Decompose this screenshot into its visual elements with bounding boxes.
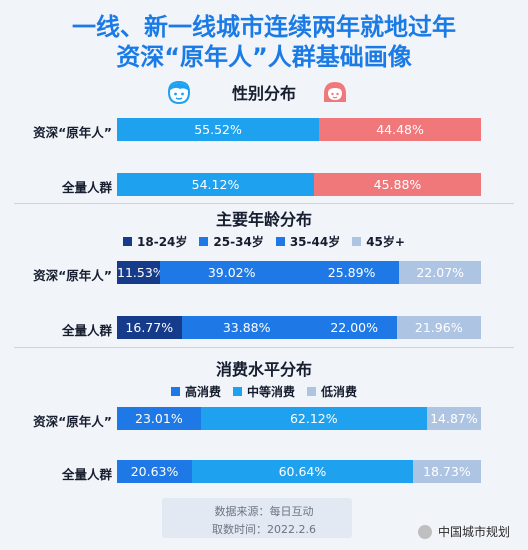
legend-swatch (123, 237, 133, 246)
consumption-row-label-all: 全量人群 (61, 467, 112, 482)
legend-item: 高消费 (170, 383, 221, 400)
male-segment: 55.52% (117, 118, 320, 141)
high-consumption-segment: 23.01% (117, 407, 201, 430)
age-18-24-segment: 11.53% (117, 261, 165, 284)
age-35-44-segment: 25.89% (303, 261, 400, 284)
gender-row-label-senior: 资深“原年人” (33, 125, 112, 140)
female-segment: 45.88% (313, 173, 481, 196)
legend-item: 45岁+ (352, 233, 405, 250)
legend-swatch (275, 237, 285, 246)
age-35-44-segment: 22.00% (311, 316, 397, 339)
high-consumption-segment: 20.63% (117, 460, 193, 483)
age-18-24-segment: 16.77% (117, 316, 182, 339)
legend-item: 25-34岁 (199, 233, 264, 250)
gender-bar-senior: 55.52% 44.48% (117, 118, 481, 141)
legend-swatch (307, 387, 316, 396)
footer-box (162, 498, 352, 538)
legend-swatch (352, 237, 362, 246)
age-45-plus-segment: 22.07% (399, 261, 481, 284)
title-line-2: 资深“原年人”人群基础画像 (116, 43, 412, 71)
gender-section-title: 性别分布 (231, 84, 296, 103)
consumption-row-label-senior: 资深“原年人” (33, 414, 112, 429)
wechat-logo-icon (417, 524, 432, 539)
gender-row-label-all: 全量人群 (61, 180, 112, 195)
male-segment: 54.12% (117, 173, 314, 196)
watermark-text: 中国城市规划 (437, 525, 510, 539)
divider (14, 203, 514, 204)
age-25-34-segment: 39.02% (159, 261, 304, 284)
legend-item: 低消费 (307, 383, 357, 400)
legend-item: 35-44岁 (275, 233, 341, 250)
legend-swatch (232, 387, 242, 396)
mid-consumption-segment: 60.64% (192, 460, 413, 483)
legend-label: 18-24岁 (137, 235, 188, 249)
legend-swatch (199, 237, 209, 246)
low-consumption-segment: 18.73% (412, 460, 481, 483)
footer-date: 取数时间：2022.2.6 (212, 523, 316, 536)
consumption-legend: 高消费 中等消费 低消费 (0, 383, 528, 400)
age-section-title: 主要年龄分布 (215, 210, 312, 229)
wechat-watermark: 中国城市规划 (417, 523, 510, 540)
gender-bar-all: 54.12% 45.88% (117, 173, 481, 196)
legend-item: 18-24岁 (123, 233, 187, 250)
age-bar-senior: 11.53% 39.02% 25.89% 22.07% (117, 261, 481, 284)
legend-label: 低消费 (321, 385, 358, 399)
age-45-plus-segment: 21.96% (396, 316, 481, 339)
title-line-1: 一线、新一线城市连续两年就地过年 (72, 13, 456, 41)
consumption-bar-senior: 23.01% 62.12% 14.87% (117, 407, 481, 430)
legend-label: 高消费 (184, 385, 221, 399)
footer-source: 数据来源：每日互动 (214, 505, 314, 518)
age-bar-all: 16.77% 33.88% 22.00% 21.96% (117, 316, 481, 339)
age-legend: 18-24岁 25-34岁 35-44岁 45岁+ (0, 233, 528, 250)
girl-face-icon (324, 82, 346, 102)
consumption-section-title: 消费水平分布 (215, 360, 312, 379)
age-row-label-all: 全量人群 (61, 323, 112, 338)
divider (14, 347, 514, 348)
boy-face-icon (167, 80, 191, 104)
low-consumption-segment: 14.87% (426, 407, 481, 430)
legend-label: 中等消费 (246, 385, 295, 399)
female-segment: 44.48% (319, 118, 481, 141)
consumption-bar-all: 20.63% 60.64% 18.73% (117, 460, 481, 483)
legend-label: 35-44岁 (289, 235, 341, 249)
legend-swatch (170, 387, 180, 396)
age-row-label-senior: 资深“原年人” (33, 268, 112, 283)
legend-label: 25-34岁 (213, 235, 264, 249)
legend-label: 45岁+ (366, 235, 405, 249)
legend-item: 中等消费 (232, 383, 295, 400)
age-25-34-segment: 33.88% (181, 316, 312, 339)
mid-consumption-segment: 62.12% (200, 407, 427, 430)
